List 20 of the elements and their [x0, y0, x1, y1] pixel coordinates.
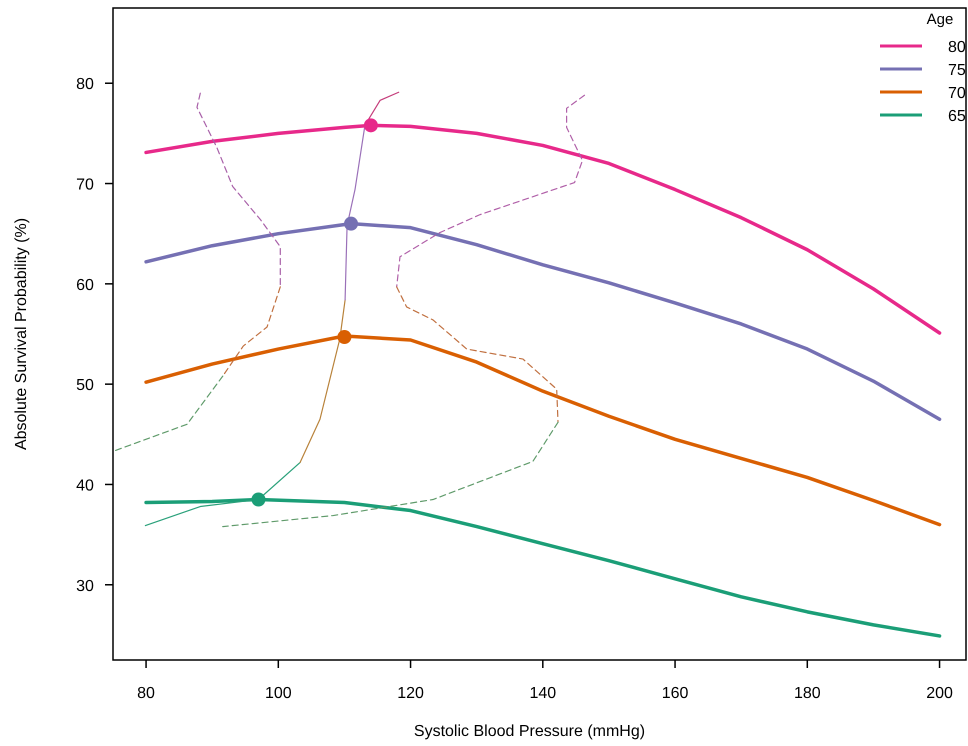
legend-label: 70 — [948, 85, 966, 102]
y-tick-label: 60 — [76, 276, 94, 294]
y-tick-label: 70 — [76, 176, 94, 194]
x-tick-label: 100 — [264, 685, 292, 702]
legend-title: Age — [926, 11, 954, 28]
y-tick-label: 30 — [76, 578, 94, 595]
x-tick-label: 160 — [662, 685, 688, 702]
legend-label: 65 — [948, 108, 966, 125]
x-tick-label: 200 — [926, 685, 953, 702]
x-tick-label: 80 — [137, 685, 156, 702]
x-tick-label: 120 — [397, 685, 424, 702]
legend-label: 80 — [948, 39, 966, 56]
x-tick-label: 140 — [529, 685, 556, 702]
y-tick-label: 50 — [76, 377, 94, 394]
x-tick-label: 180 — [794, 685, 821, 702]
x-axis-title: Systolic Blood Pressure (mmHg) — [414, 723, 646, 740]
y-axis-title: Absolute Survival Probability (%) — [13, 218, 30, 450]
y-tick-label: 80 — [76, 76, 94, 94]
legend-label: 75 — [948, 62, 966, 79]
y-tick-label: 40 — [76, 477, 94, 494]
